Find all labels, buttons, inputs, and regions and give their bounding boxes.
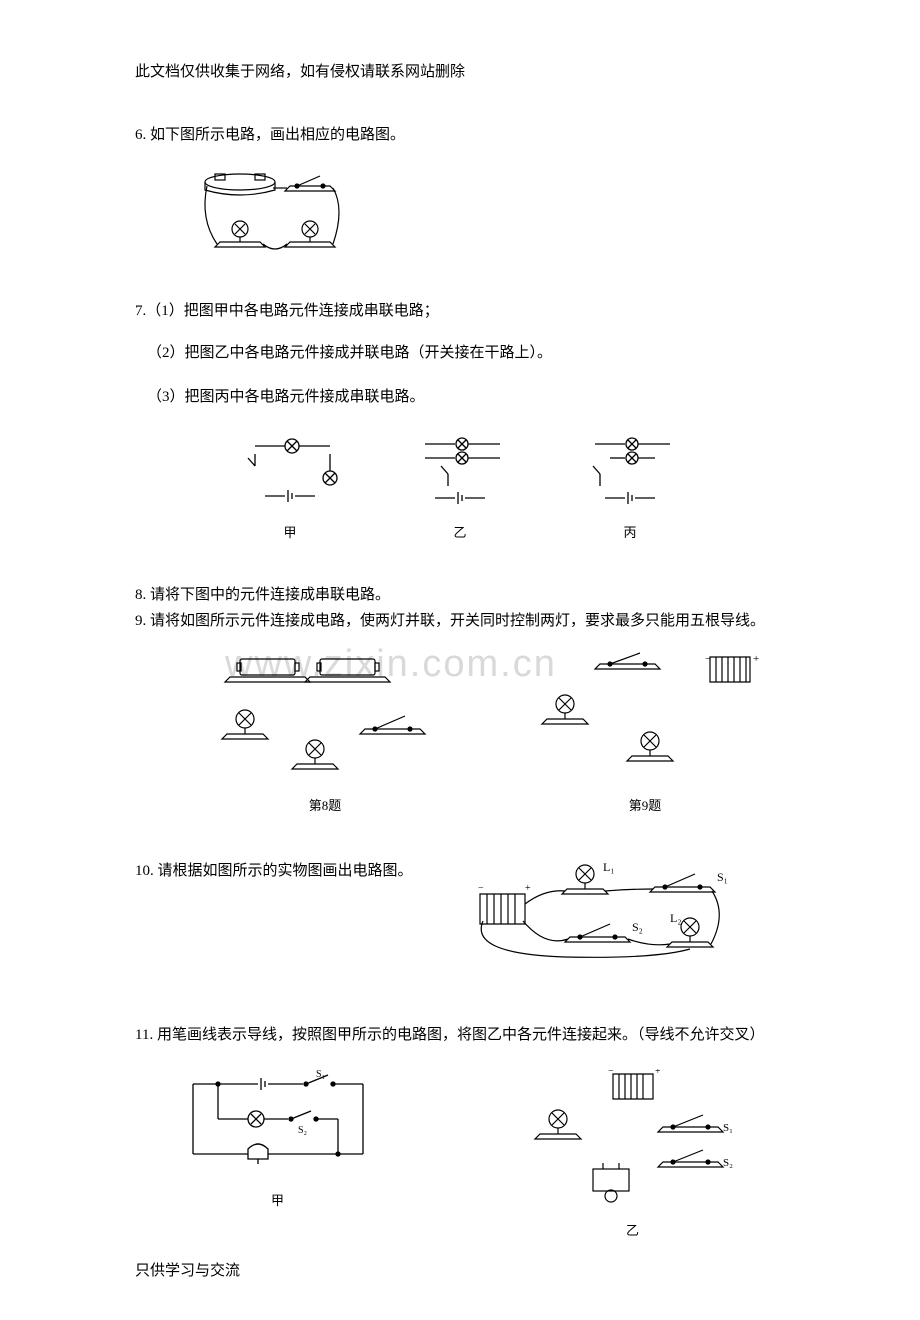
q9-label: 第9题 — [525, 795, 765, 814]
q7-label-c: 丙 — [570, 522, 690, 541]
svg-text:+: + — [753, 653, 759, 665]
svg-text:S₂: S₂ — [723, 1157, 733, 1169]
svg-text:S₁: S₁ — [316, 1069, 325, 1080]
question-6-text: 6. 如下图所示电路，画出相应的电路图。 — [135, 123, 785, 149]
q7-figure-c: 丙 — [570, 436, 690, 541]
document-page: 此文档仅供收集于网络，如有侵权请联系网站删除 6. 如下图所示电路，画出相应的电… — [0, 0, 920, 1320]
q9-figure: − + 第9题 — [525, 649, 765, 814]
question-10-text: 10. 请根据如图所示的实物图画出电路图。 — [135, 859, 435, 885]
question-8-text: 8. 请将下图中的元件连接成串联电路。 — [135, 583, 785, 609]
svg-text:−: − — [478, 883, 484, 894]
question-7-figures: 甲 — [135, 436, 785, 541]
q10-figure: − + L₁ S₁ — [475, 859, 735, 979]
svg-text:S₁: S₁ — [723, 1122, 733, 1134]
question-7-sub3: （3）把图丙中各电路元件接成串联电路。 — [147, 383, 785, 412]
question-7-sub2: （2）把图乙中各电路元件接成并联电路（开关接在干路上）。 — [147, 339, 785, 368]
header-note: 此文档仅供收集于网络，如有侵权请联系网站删除 — [135, 60, 785, 81]
footer-note: 只供学习与交流 — [135, 1259, 785, 1280]
q11-figures: S₁ — [135, 1069, 785, 1239]
q8-label: 第8题 — [215, 795, 435, 814]
svg-text:L₁: L₁ — [603, 860, 615, 874]
svg-text:+: + — [525, 883, 531, 894]
q11-figure-a: S₁ — [178, 1069, 378, 1239]
svg-text:−: − — [608, 1069, 614, 1077]
q7-figure-a: 甲 — [230, 436, 350, 541]
q8-q9-figures: 第8题 — [135, 649, 785, 814]
svg-text:−: − — [705, 653, 711, 665]
svg-text:S₂: S₂ — [632, 920, 643, 934]
q11-label-a: 甲 — [178, 1190, 378, 1209]
q7-figure-b: 乙 — [400, 436, 520, 541]
svg-text:S₂: S₂ — [298, 1125, 307, 1136]
q7-label-a: 甲 — [230, 522, 350, 541]
question-6-figure — [185, 164, 785, 269]
question-9-text: 9. 请将如图所示元件连接成电路，使两灯并联，开关同时控制两灯，要求最多只能用五… — [135, 609, 785, 635]
question-7-text: 7.（1）把图甲中各电路元件连接成串联电路； — [135, 299, 785, 325]
svg-text:S₁: S₁ — [717, 870, 728, 884]
q11-label-b: 乙 — [523, 1220, 743, 1239]
svg-text:+: + — [655, 1069, 661, 1077]
q8-figure: 第8题 — [215, 649, 435, 814]
q7-label-b: 乙 — [400, 522, 520, 541]
q11-figure-b: − + S₁ — [523, 1069, 743, 1239]
svg-text:L₂: L₂ — [670, 911, 682, 925]
question-11-text: 11. 用笔画线表示导线，按照图甲所示的电路图，将图乙中各元件连接起来。（导线不… — [135, 1023, 785, 1049]
question-10-row: 10. 请根据如图所示的实物图画出电路图。 − + — [135, 859, 785, 979]
